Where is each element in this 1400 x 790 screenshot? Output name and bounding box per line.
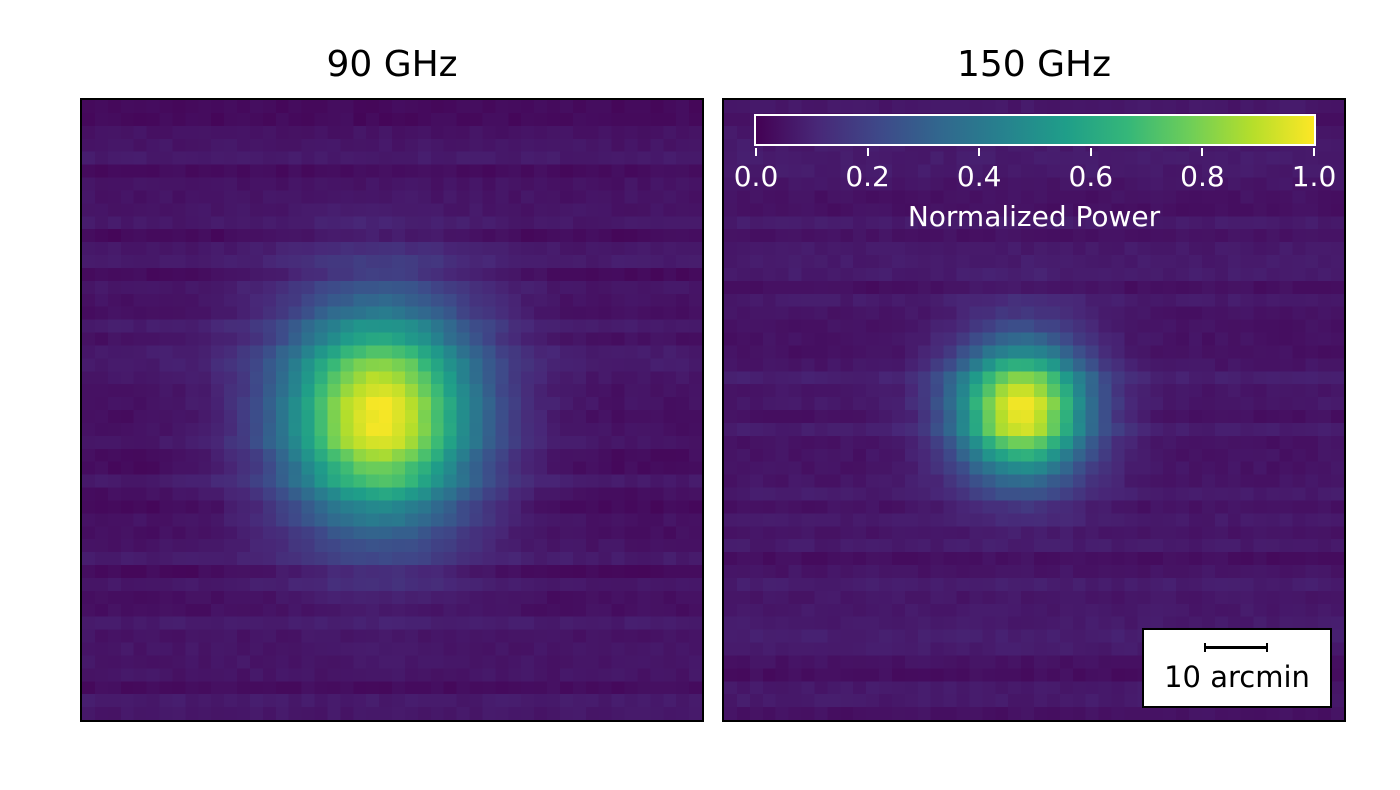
colorbar-tick (1313, 148, 1315, 156)
colorbar-tick-label: 0.6 (1068, 160, 1114, 193)
colorbar-tick-label: 1.0 (1291, 160, 1337, 193)
panel-title-90ghz: 90 GHz (326, 44, 458, 85)
scale-bar-box: 10 arcmin (1142, 628, 1332, 708)
colorbar-tick (755, 148, 757, 156)
colorbar-tick (866, 148, 869, 156)
scale-bar-label: 10 arcmin (1164, 660, 1310, 694)
heatmap-panel-90ghz (80, 98, 704, 722)
colorbar-tick (1089, 148, 1092, 156)
heatmap-image-150ghz (724, 100, 1344, 720)
colorbar-tick-label: 0.2 (845, 160, 890, 193)
colorbar-tick-label: 0.4 (956, 160, 1002, 193)
panel-title-150ghz: 150 GHz (956, 44, 1112, 85)
heatmap-image-90ghz (82, 100, 702, 720)
heatmap-panel-150ghz: 0.0 0.2 0.4 0.6 0.8 1.0 Normalized Power 10 a… (722, 98, 1346, 722)
colorbar-tick (978, 148, 981, 156)
colorbar-tick (1201, 148, 1204, 156)
colorbar-gradient (756, 116, 1314, 144)
colorbar-label: Normalized Power (907, 200, 1161, 233)
scale-bar (1204, 643, 1268, 652)
colorbar-tick-label: 0.8 (1180, 160, 1225, 193)
colorbar-tick-label: 0.0 (733, 160, 779, 193)
colorbar (754, 114, 1316, 146)
